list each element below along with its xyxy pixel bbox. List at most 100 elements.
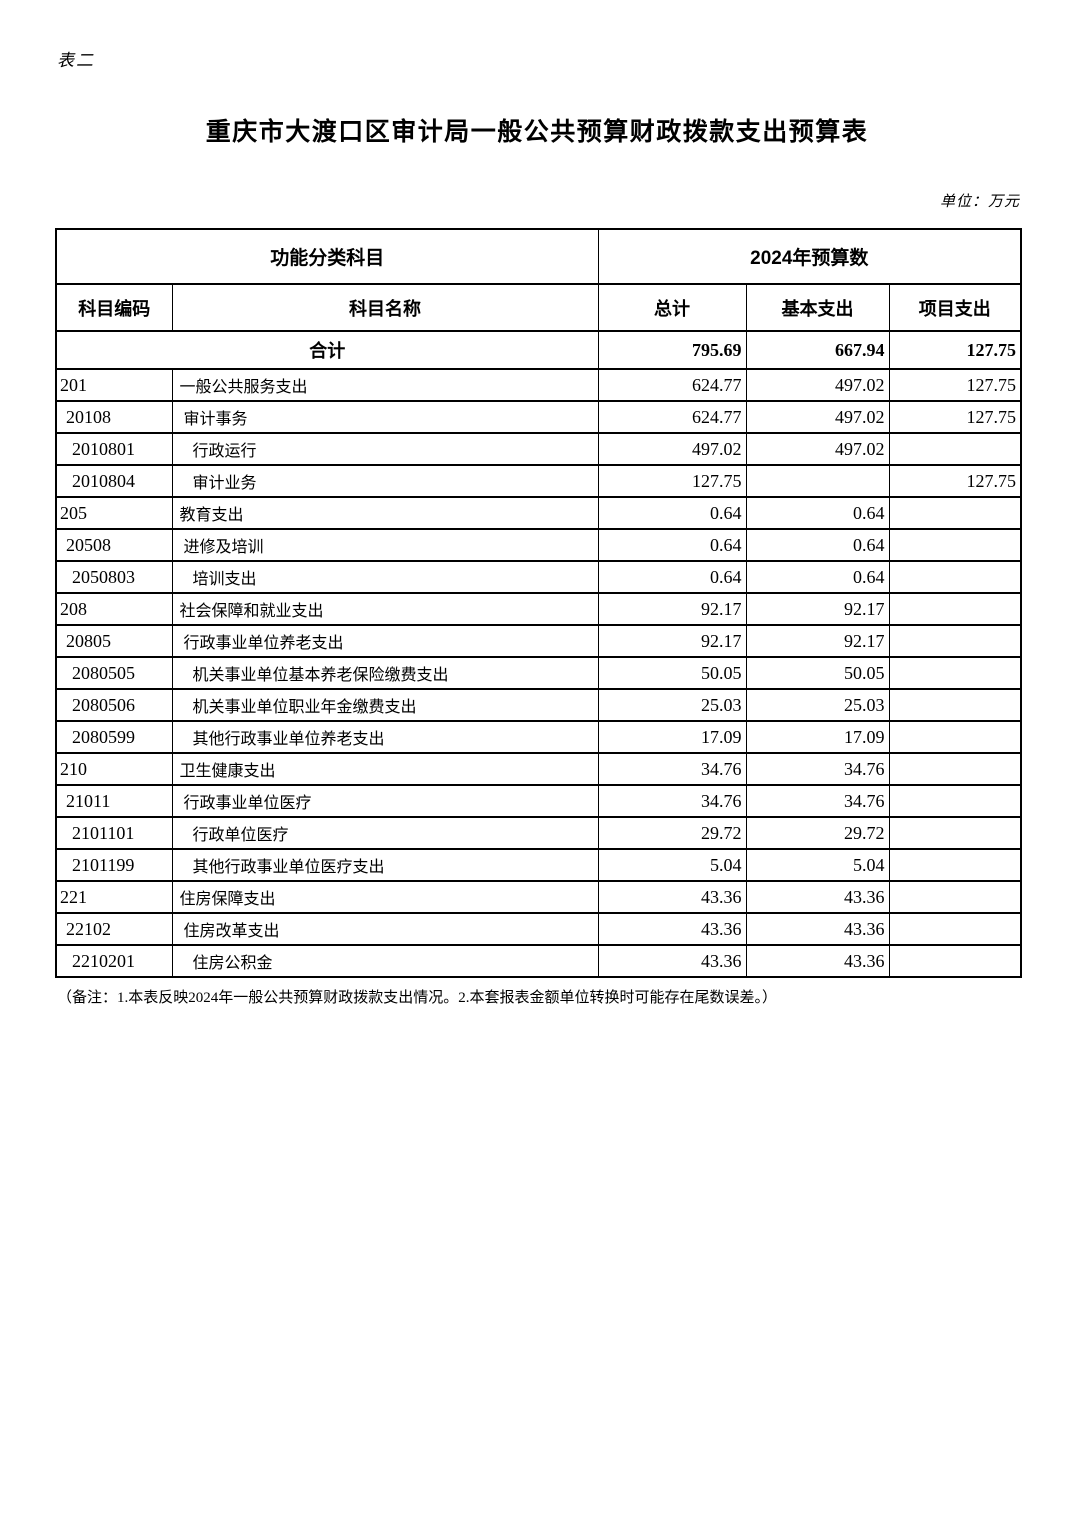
subject-code-cell: 2080599	[55, 720, 173, 754]
column-header-subject-code: 科目编码	[55, 283, 173, 332]
project-expenditure-cell: 127.75	[888, 464, 1022, 498]
project-expenditure-cell: 127.75	[888, 400, 1022, 434]
subject-code-cell: 210	[55, 752, 173, 786]
subject-name-cell: 行政事业单位养老支出	[171, 624, 599, 658]
total-value-cell: 34.76	[597, 752, 747, 786]
basic-expenditure-cell: 34.76	[745, 752, 890, 786]
column-header-basic-expenditure: 基本支出	[745, 283, 890, 332]
budget-table-row: 20805 行政事业单位养老支出 92.17 92.17	[55, 624, 1022, 658]
basic-expenditure-cell: 0.64	[745, 560, 890, 594]
subject-name-cell: 教育支出	[171, 496, 599, 530]
total-value-cell: 0.64	[597, 528, 747, 562]
subject-code-cell: 205	[55, 496, 173, 530]
subject-name-cell: 社会保障和就业支出	[171, 592, 599, 626]
subject-name-cell: 机关事业单位基本养老保险缴费支出	[171, 656, 599, 690]
project-expenditure-cell	[888, 848, 1022, 882]
project-expenditure-cell	[888, 880, 1022, 914]
subject-name-cell: 一般公共服务支出	[171, 368, 599, 402]
subject-name-cell: 住房改革支出	[171, 912, 599, 946]
unit-label: 单位：万元	[939, 194, 1020, 210]
table-number-label: 表二	[57, 51, 95, 70]
subject-code-cell: 20805	[55, 624, 173, 658]
subject-code-cell: 2050803	[55, 560, 173, 594]
total-value-cell: 127.75	[597, 464, 747, 498]
basic-expenditure-cell: 25.03	[745, 688, 890, 722]
total-value-cell: 17.09	[597, 720, 747, 754]
project-expenditure-cell	[888, 592, 1022, 626]
budget-table-row: 20108 审计事务 624.77 497.02 127.75	[55, 400, 1022, 434]
subject-code-cell: 2210201	[55, 944, 173, 978]
subject-name-cell: 行政单位医疗	[171, 816, 599, 850]
total-value-cell: 34.76	[597, 784, 747, 818]
total-value-cell: 0.64	[597, 496, 747, 530]
total-value-cell: 92.17	[597, 592, 747, 626]
column-header-total: 总计	[597, 283, 747, 332]
basic-expenditure-cell: 0.64	[745, 496, 890, 530]
project-expenditure-cell	[888, 688, 1022, 722]
footnote: （备注：1.本表反映2024年一般公共预算财政拨款支出情况。2.本套报表金额单位…	[57, 990, 778, 1006]
basic-expenditure-cell: 0.64	[745, 528, 890, 562]
basic-expenditure-cell: 497.02	[745, 368, 890, 402]
basic-expenditure-cell: 43.36	[745, 880, 890, 914]
subject-code-cell: 2080506	[55, 688, 173, 722]
basic-expenditure-cell: 497.02	[745, 432, 890, 466]
subject-name-cell: 住房公积金	[171, 944, 599, 978]
project-expenditure-cell: 127.75	[888, 368, 1022, 402]
project-expenditure-cell	[888, 432, 1022, 466]
budget-table-row: 2050803 培训支出 0.64 0.64	[55, 560, 1022, 594]
subject-code-cell: 2101101	[55, 816, 173, 850]
project-expenditure-cell	[888, 528, 1022, 562]
project-expenditure-cell	[888, 912, 1022, 946]
subject-code-cell: 2010804	[55, 464, 173, 498]
budget-table-row: 2101101 行政单位医疗 29.72 29.72	[55, 816, 1022, 850]
total-value-cell: 50.05	[597, 656, 747, 690]
total-value-cell: 92.17	[597, 624, 747, 658]
subject-name-cell: 其他行政事业单位医疗支出	[171, 848, 599, 882]
basic-expenditure-cell: 34.76	[745, 784, 890, 818]
budget-table-row: 2210201 住房公积金 43.36 43.36	[55, 944, 1022, 978]
project-expenditure-cell	[888, 784, 1022, 818]
subject-name-cell: 机关事业单位职业年金缴费支出	[171, 688, 599, 722]
subject-code-cell: 2101199	[55, 848, 173, 882]
header-columns-row: 科目编码 科目名称 总计 基本支出 项目支出	[55, 283, 1022, 332]
project-expenditure-cell	[888, 816, 1022, 850]
grand-total-project-value: 127.75	[888, 330, 1022, 370]
basic-expenditure-cell: 43.36	[745, 944, 890, 978]
grand-total-label: 合计	[55, 330, 599, 370]
budget-table-row: 2080505 机关事业单位基本养老保险缴费支出 50.05 50.05	[55, 656, 1022, 690]
subject-code-cell: 201	[55, 368, 173, 402]
basic-expenditure-cell: 92.17	[745, 592, 890, 626]
header-2024-budget: 2024年预算数	[597, 228, 1022, 285]
subject-name-cell: 审计事务	[171, 400, 599, 434]
basic-expenditure-cell: 50.05	[745, 656, 890, 690]
subject-code-cell: 2080505	[55, 656, 173, 690]
budget-table-row: 208 社会保障和就业支出 92.17 92.17	[55, 592, 1022, 626]
subject-code-cell: 208	[55, 592, 173, 626]
basic-expenditure-cell: 92.17	[745, 624, 890, 658]
total-value-cell: 5.04	[597, 848, 747, 882]
budget-table-row: 210 卫生健康支出 34.76 34.76	[55, 752, 1022, 786]
budget-table-row: 21011 行政事业单位医疗 34.76 34.76	[55, 784, 1022, 818]
basic-expenditure-cell: 29.72	[745, 816, 890, 850]
subject-code-cell: 20508	[55, 528, 173, 562]
total-value-cell: 43.36	[597, 944, 747, 978]
subject-name-cell: 审计业务	[171, 464, 599, 498]
subject-name-cell: 卫生健康支出	[171, 752, 599, 786]
subject-code-cell: 21011	[55, 784, 173, 818]
project-expenditure-cell	[888, 656, 1022, 690]
subject-code-cell: 20108	[55, 400, 173, 434]
total-value-cell: 0.64	[597, 560, 747, 594]
total-value-cell: 624.77	[597, 400, 747, 434]
project-expenditure-cell	[888, 560, 1022, 594]
basic-expenditure-cell: 5.04	[745, 848, 890, 882]
grand-total-total-value: 795.69	[597, 330, 747, 370]
header-group-row: 功能分类科目 2024年预算数	[55, 228, 1022, 285]
subject-name-cell: 进修及培训	[171, 528, 599, 562]
budget-table-row: 2101199 其他行政事业单位医疗支出 5.04 5.04	[55, 848, 1022, 882]
budget-table: 功能分类科目 2024年预算数 科目编码 科目名称 总计 基本支出 项目支出 合…	[55, 228, 1023, 978]
project-expenditure-cell	[888, 944, 1022, 978]
grand-total-row: 合计 795.69 667.94 127.75	[55, 330, 1022, 370]
total-value-cell: 29.72	[597, 816, 747, 850]
basic-expenditure-cell	[745, 464, 890, 498]
